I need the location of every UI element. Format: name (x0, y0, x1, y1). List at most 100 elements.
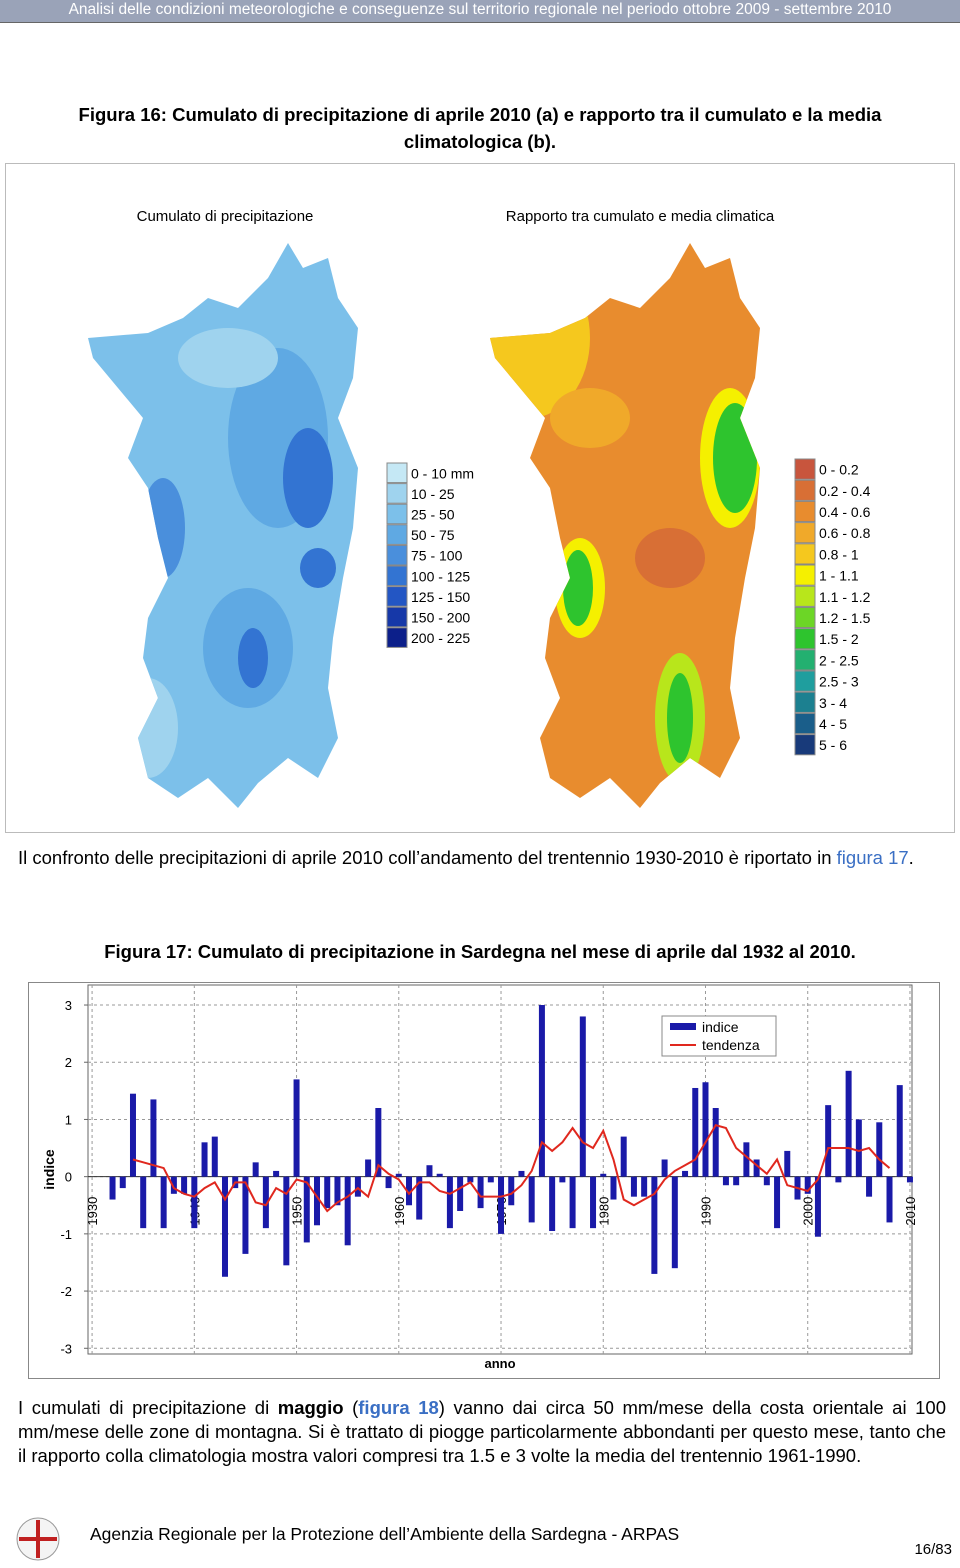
legend-swatch (794, 712, 816, 735)
bar (385, 1176, 392, 1189)
bar (160, 1176, 167, 1229)
bar (641, 1176, 648, 1197)
bar (896, 1085, 903, 1177)
paragraph: Il confronto delle precipitazioni di apr… (18, 846, 946, 870)
y-tick-label: -1 (60, 1227, 72, 1242)
legend-swatch (670, 1023, 696, 1030)
bar (549, 1176, 556, 1231)
bar (457, 1176, 464, 1211)
bar (722, 1176, 729, 1186)
bar (354, 1176, 361, 1197)
legend-swatch (794, 691, 816, 713)
bar (835, 1176, 842, 1183)
bar (293, 1079, 300, 1177)
legend-swatch (386, 544, 408, 566)
legend-label: 150 - 200 (411, 610, 470, 626)
chart-frame (28, 982, 940, 1379)
bar (150, 1099, 157, 1177)
legend-label: 125 - 150 (411, 589, 470, 605)
legend-swatch (386, 462, 408, 484)
bar (426, 1165, 433, 1177)
paragraph: I cumulati di precipitazione di maggio (… (18, 1396, 946, 1468)
page-number: 16/83 (914, 1541, 952, 1558)
y-tick-label: -3 (60, 1341, 72, 1356)
bar (855, 1119, 862, 1177)
logo (16, 1517, 60, 1561)
legend-swatch (386, 627, 408, 648)
legend-swatch (386, 503, 408, 525)
legend-swatch (794, 585, 816, 607)
bar (682, 1170, 689, 1177)
x-tick-label: 1950 (290, 1197, 305, 1226)
bar (252, 1162, 259, 1177)
bar (170, 1176, 177, 1194)
legend-label: 25 - 50 (411, 507, 455, 523)
bar (487, 1176, 494, 1183)
legend-label: 2.5 - 3 (819, 674, 859, 690)
bar (620, 1136, 627, 1177)
map-title: Cumulato di precipitazione (137, 208, 314, 225)
bar (242, 1176, 249, 1254)
bar (763, 1176, 770, 1186)
link[interactable]: figura 18 (358, 1397, 439, 1418)
bar (651, 1176, 658, 1274)
legend-label: 75 - 100 (411, 548, 463, 564)
legend-label: 10 - 25 (411, 486, 455, 502)
bar (406, 1176, 413, 1206)
legend-label: 0.4 - 0.6 (819, 504, 871, 520)
x-axis-label: anno (484, 1356, 515, 1371)
y-tick-label: 2 (65, 1055, 72, 1070)
legend-swatch (794, 734, 816, 756)
bar (845, 1070, 852, 1177)
legend-swatch (794, 564, 816, 586)
bar (211, 1136, 218, 1177)
legend-label: 1.1 - 1.2 (819, 589, 871, 605)
text: ) vanno dai circa 50 mm/mese della costa… (18, 1397, 946, 1466)
bar (538, 1005, 545, 1177)
y-tick-label: 0 (65, 1170, 72, 1185)
y-tick-label: 1 (65, 1112, 72, 1127)
legend-box (661, 1015, 777, 1057)
bar (181, 1176, 188, 1194)
bar (334, 1176, 341, 1206)
bar (712, 1108, 719, 1177)
bar (886, 1176, 893, 1223)
bar (610, 1176, 617, 1200)
bar (671, 1176, 678, 1269)
bar (692, 1087, 699, 1177)
footer-agency: Agenzia Regionale per la Protezione dell… (90, 1524, 680, 1544)
legend-swatch (794, 649, 816, 671)
link[interactable]: figura 17 (836, 847, 909, 868)
bar (273, 1170, 280, 1177)
x-tick-label: 1980 (596, 1197, 611, 1226)
x-tick-label: 1930 (85, 1197, 100, 1226)
bar (375, 1108, 382, 1177)
text: Il confronto delle precipitazioni di apr… (18, 847, 837, 868)
legend-label: 0 - 0.2 (819, 462, 859, 478)
bar (365, 1159, 372, 1177)
bar (579, 1016, 586, 1177)
bar (436, 1173, 443, 1177)
legend-swatch (794, 500, 816, 523)
bar (221, 1176, 228, 1277)
x-tick-label: 1960 (392, 1197, 407, 1226)
legend-swatch (794, 606, 816, 629)
legend-swatch (386, 586, 408, 607)
bar (753, 1159, 760, 1177)
legend-swatch (794, 458, 816, 480)
bar (804, 1176, 811, 1194)
bar (119, 1176, 126, 1189)
bar (559, 1176, 566, 1183)
y-axis-label: indice (41, 1149, 57, 1190)
header: Analisi delle condizioni meteorologiche … (0, 0, 960, 23)
bar (825, 1105, 832, 1177)
legend-label: 100 - 125 (411, 568, 470, 584)
bar (661, 1159, 668, 1177)
bar (314, 1176, 321, 1226)
bar (303, 1176, 310, 1243)
bar (395, 1173, 402, 1177)
legend-label: 0.8 - 1 (819, 546, 859, 562)
bar (906, 1176, 913, 1183)
bar (743, 1142, 750, 1177)
